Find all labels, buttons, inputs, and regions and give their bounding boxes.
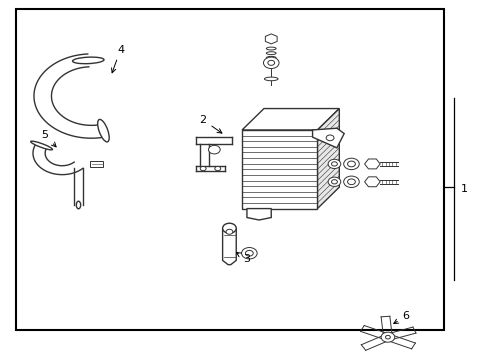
Bar xyxy=(90,161,103,167)
Circle shape xyxy=(214,166,220,171)
Ellipse shape xyxy=(266,57,276,59)
Polygon shape xyxy=(242,130,317,208)
Circle shape xyxy=(343,158,359,170)
Polygon shape xyxy=(317,109,339,208)
Ellipse shape xyxy=(31,141,52,150)
Circle shape xyxy=(208,145,220,154)
Circle shape xyxy=(380,332,394,342)
Ellipse shape xyxy=(72,57,104,64)
Circle shape xyxy=(343,176,359,188)
Circle shape xyxy=(385,336,389,339)
Text: 3: 3 xyxy=(236,252,250,264)
Text: 2: 2 xyxy=(199,115,222,133)
Circle shape xyxy=(327,177,340,186)
Circle shape xyxy=(222,223,236,233)
Circle shape xyxy=(331,162,337,166)
Ellipse shape xyxy=(98,120,109,142)
Polygon shape xyxy=(364,159,379,169)
Circle shape xyxy=(267,60,274,65)
Circle shape xyxy=(347,179,355,185)
Polygon shape xyxy=(364,177,379,187)
Circle shape xyxy=(241,248,257,259)
Ellipse shape xyxy=(76,201,81,209)
Circle shape xyxy=(200,166,205,171)
Circle shape xyxy=(245,250,253,256)
Ellipse shape xyxy=(266,52,276,55)
Polygon shape xyxy=(312,128,344,148)
Circle shape xyxy=(325,135,333,141)
Polygon shape xyxy=(246,208,271,220)
Polygon shape xyxy=(222,228,236,265)
Text: 6: 6 xyxy=(393,311,408,324)
Text: 4: 4 xyxy=(111,45,124,73)
Polygon shape xyxy=(242,109,339,130)
Ellipse shape xyxy=(264,77,278,81)
Text: 5: 5 xyxy=(41,130,56,147)
Bar xyxy=(16,9,443,330)
Circle shape xyxy=(225,229,232,234)
Text: 1: 1 xyxy=(460,184,467,194)
Ellipse shape xyxy=(266,47,276,50)
Circle shape xyxy=(347,161,355,167)
Circle shape xyxy=(263,57,279,68)
Polygon shape xyxy=(265,34,277,44)
Circle shape xyxy=(327,159,340,168)
Circle shape xyxy=(331,180,337,184)
